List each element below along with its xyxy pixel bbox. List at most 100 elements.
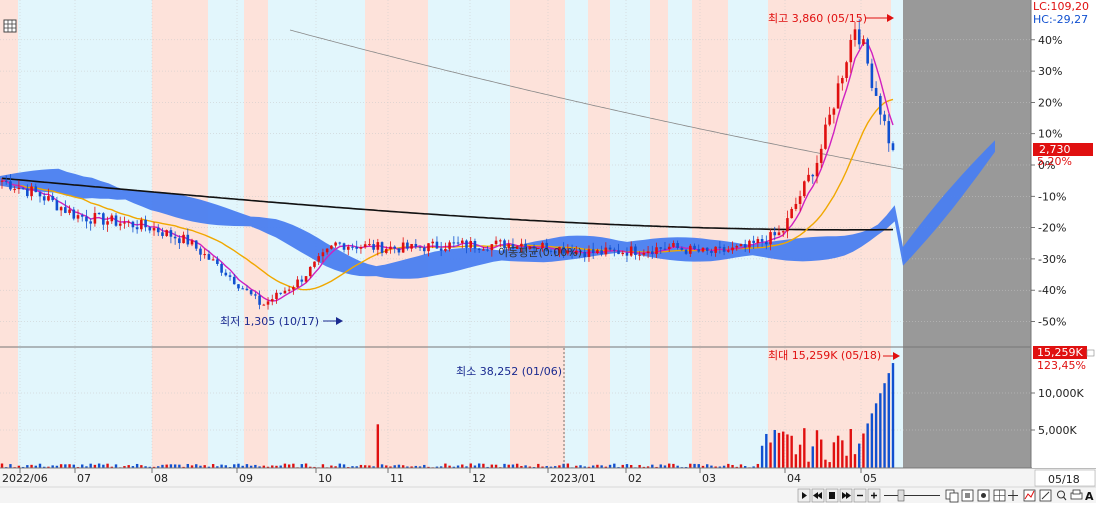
candle-body — [106, 221, 109, 225]
font-toggle-button[interactable]: A — [1085, 490, 1094, 503]
x-tick-label: 11 — [390, 472, 404, 485]
zoom-in-button[interactable] — [867, 488, 881, 503]
zoom-out-button[interactable] — [853, 488, 867, 503]
candle-body — [355, 246, 359, 249]
volume-bar — [452, 466, 456, 468]
candle-body — [642, 253, 646, 255]
candle-body — [583, 251, 587, 257]
candle-body — [317, 256, 321, 262]
volume-bar — [114, 464, 118, 468]
candle-body — [330, 245, 333, 249]
volume-bar — [152, 466, 156, 468]
y-tick-label: -40% — [1038, 284, 1066, 297]
candle-body — [566, 250, 570, 254]
volume-bar — [135, 463, 139, 468]
candle-body — [612, 249, 616, 251]
volume-bar — [528, 466, 532, 468]
ma-black-line — [1, 177, 894, 231]
volume-bar — [798, 444, 802, 468]
volume-bar — [756, 463, 760, 468]
volume-bar — [646, 466, 650, 468]
candle-body — [714, 246, 717, 253]
volume-bar — [131, 466, 135, 468]
volume-bar — [697, 464, 700, 468]
settings-icon[interactable] — [977, 489, 990, 502]
date-box: 05/18 — [1048, 473, 1080, 486]
candle-body — [123, 222, 126, 224]
candle-body — [591, 249, 595, 254]
candle-body — [300, 279, 304, 282]
zoom-slider[interactable] — [884, 489, 940, 502]
candle-body — [570, 250, 574, 255]
volume-bar — [393, 465, 396, 468]
candle-body — [456, 242, 460, 244]
candle-body — [334, 242, 337, 246]
y-tick-label: 40% — [1038, 34, 1062, 47]
candle-body — [51, 196, 54, 201]
scroll-last-button[interactable] — [839, 488, 853, 503]
volume-bar — [169, 464, 173, 468]
candle-body — [452, 242, 456, 244]
volume-bar — [178, 464, 181, 468]
candle-body — [587, 249, 591, 257]
copy-icon[interactable] — [945, 489, 959, 503]
candle-body — [152, 228, 156, 231]
volume-bar — [406, 466, 409, 468]
shade-band — [650, 0, 668, 468]
candle-body — [418, 246, 422, 248]
line-tool-icon[interactable] — [1039, 489, 1052, 502]
volume-bar — [841, 440, 844, 468]
volume-bar — [195, 464, 198, 468]
candle-body — [477, 248, 481, 251]
stop-button[interactable] — [825, 488, 839, 503]
candle-body — [545, 242, 549, 251]
y-tick-label: -20% — [1038, 222, 1066, 235]
candle-body — [228, 275, 232, 277]
volume-bar — [300, 464, 304, 468]
search-icon[interactable] — [1057, 490, 1067, 501]
chart-type-icon[interactable] — [1023, 489, 1036, 502]
scroll-first-button[interactable] — [811, 488, 825, 503]
volume-bar — [621, 464, 624, 468]
volume-bar — [72, 464, 75, 468]
shade-band — [18, 0, 152, 468]
volume-bar — [97, 463, 101, 468]
candle-body — [693, 245, 696, 250]
candle-body — [849, 39, 853, 63]
grid-toggle-icon[interactable] — [993, 489, 1006, 502]
volume-bar — [845, 455, 848, 468]
candle-body — [760, 239, 764, 242]
volume-bar — [583, 466, 586, 468]
candle-body — [663, 248, 667, 250]
candle-body — [651, 251, 654, 255]
candle-body — [879, 95, 882, 115]
candle-body — [64, 207, 67, 213]
crosshair-icon[interactable] — [1008, 490, 1018, 501]
volume-bar — [161, 464, 164, 468]
candle-body — [735, 246, 739, 248]
scroll-right-button[interactable] — [797, 488, 811, 503]
candle-body — [824, 124, 827, 149]
volume-bar — [490, 464, 494, 468]
volume-bar — [21, 466, 25, 468]
bottom-toolbar: A — [0, 488, 1094, 503]
volume-bar — [651, 464, 654, 468]
shade-band — [244, 0, 268, 468]
candle-body — [718, 246, 722, 248]
candle-body — [232, 276, 236, 285]
volume-bar — [537, 463, 540, 468]
grid-lines — [0, 0, 1031, 468]
volume-bar — [832, 442, 836, 468]
volume-bar — [520, 466, 523, 468]
candle-body — [638, 254, 641, 256]
volume-bar — [790, 435, 793, 468]
window-icon[interactable] — [961, 489, 974, 502]
grid-icon[interactable] — [3, 19, 17, 33]
candle-body — [372, 244, 375, 250]
print-icon[interactable] — [1070, 489, 1083, 500]
candle-body — [448, 242, 451, 249]
volume-bar — [558, 465, 561, 468]
volume-bar — [515, 463, 519, 468]
volume-bar — [566, 463, 570, 468]
